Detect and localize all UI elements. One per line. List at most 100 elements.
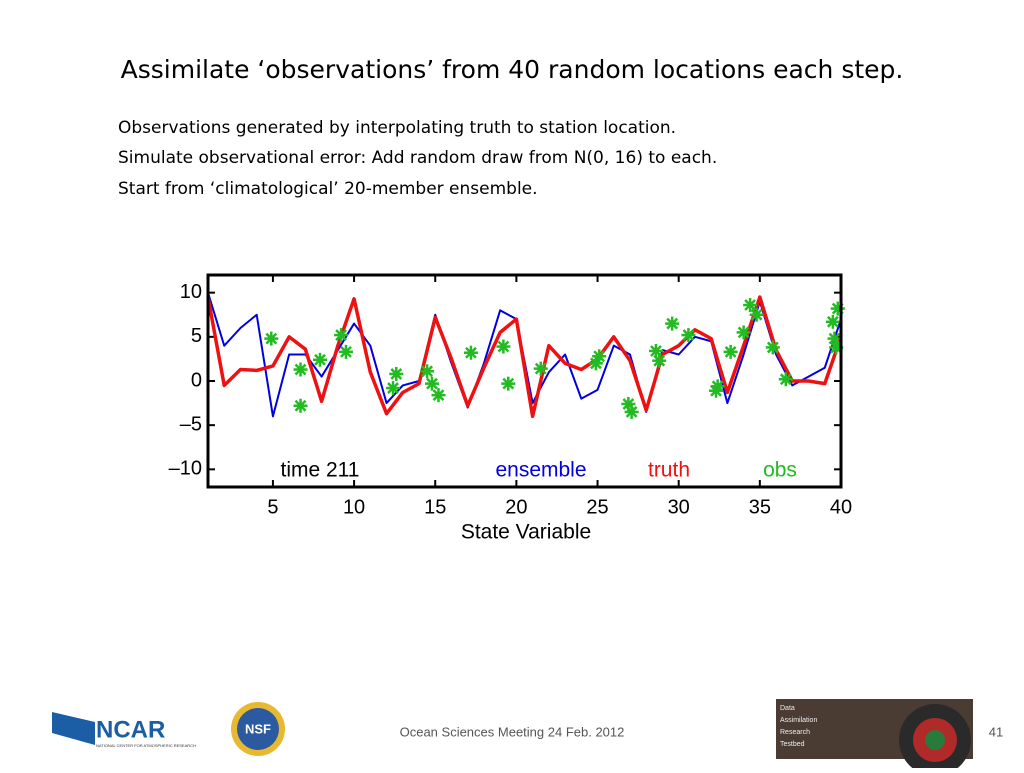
obs-marker bbox=[293, 398, 308, 413]
asterisk-stroke bbox=[737, 326, 750, 339]
asterisk-stroke bbox=[766, 341, 779, 354]
x-axis-label: State Variable bbox=[461, 521, 591, 544]
asterisk-stroke bbox=[593, 350, 606, 363]
bullet: Simulate observational error: Add random… bbox=[118, 148, 717, 168]
asterisk-stroke bbox=[625, 406, 638, 418]
asterisk-stroke bbox=[711, 380, 724, 393]
asterisk-stroke bbox=[294, 363, 307, 376]
x-tick-label: 5 bbox=[267, 496, 278, 518]
asterisk-stroke bbox=[779, 373, 792, 386]
obs-marker bbox=[827, 331, 842, 346]
dart-text: Assimilation bbox=[780, 717, 817, 724]
x-tick-label: 15 bbox=[424, 496, 446, 518]
obs-marker bbox=[431, 388, 446, 403]
x-tick-label: 20 bbox=[505, 496, 527, 518]
bullet: Observations generated by interpolating … bbox=[118, 118, 676, 138]
asterisk-stroke bbox=[335, 329, 347, 341]
x-tick-label: 35 bbox=[749, 496, 771, 518]
asterisk-stroke bbox=[827, 315, 839, 328]
obs-marker bbox=[463, 345, 478, 360]
page-number: 41 bbox=[989, 724, 1003, 739]
nsf-text: NSF bbox=[245, 721, 271, 736]
obs-marker bbox=[338, 344, 353, 359]
y-tick-label: –10 bbox=[169, 458, 202, 480]
dart-text: Data bbox=[780, 705, 795, 712]
asterisk-stroke bbox=[828, 332, 841, 345]
asterisk-stroke bbox=[653, 354, 666, 367]
legend-label: obs bbox=[763, 459, 797, 482]
obs-marker bbox=[665, 316, 680, 331]
y-tick-label: –5 bbox=[180, 413, 202, 435]
annotation: time 211 bbox=[281, 459, 360, 482]
obs-marker bbox=[496, 339, 511, 354]
bullet: Start from ‘climatological’ 20-member en… bbox=[118, 179, 538, 199]
asterisk-stroke bbox=[650, 345, 662, 357]
series-line bbox=[206, 295, 843, 419]
obs-marker bbox=[778, 372, 793, 387]
ncar-text: NCAR bbox=[96, 716, 165, 743]
asterisk-stroke bbox=[622, 398, 635, 410]
series-line bbox=[207, 292, 842, 418]
obs-marker bbox=[710, 379, 725, 394]
slide-title: Assimilate ‘observations’ from 40 random… bbox=[121, 55, 904, 84]
asterisk-stroke bbox=[265, 332, 278, 345]
obs-marker bbox=[293, 362, 308, 377]
ncar-logo: NCAR NATIONAL CENTER FOR ATMOSPHERIC RES… bbox=[52, 712, 196, 748]
plot-frame bbox=[206, 273, 843, 489]
obs-marker bbox=[420, 364, 435, 379]
x-tick-label: 10 bbox=[343, 496, 365, 518]
ncar-subtitle: NATIONAL CENTER FOR ATMOSPHERIC RESEARCH bbox=[96, 743, 196, 748]
asterisk-stroke bbox=[724, 345, 737, 358]
obs-marker bbox=[743, 298, 758, 313]
y-tick-label: 10 bbox=[180, 281, 202, 303]
obs-marker bbox=[648, 343, 663, 358]
asterisk-stroke bbox=[666, 317, 679, 330]
x-tick-label: 30 bbox=[668, 496, 690, 518]
asterisk-stroke bbox=[744, 299, 756, 311]
asterisk-stroke bbox=[497, 340, 510, 353]
asterisk-stroke bbox=[426, 377, 438, 390]
asterisk-stroke bbox=[534, 362, 547, 375]
obs-marker bbox=[533, 361, 548, 376]
asterisk-stroke bbox=[314, 353, 326, 366]
obs-marker bbox=[264, 331, 279, 346]
obs-marker bbox=[825, 314, 840, 329]
obs-marker bbox=[389, 366, 404, 381]
footer: Ocean Sciences Meeting 24 Feb. 2012 bbox=[400, 724, 625, 739]
obs-marker bbox=[312, 352, 327, 367]
obs-marker bbox=[334, 328, 349, 343]
obs-marker bbox=[765, 340, 780, 355]
obs-marker bbox=[624, 404, 639, 419]
obs-marker bbox=[681, 328, 696, 343]
asterisk-stroke bbox=[682, 329, 695, 341]
obs-marker bbox=[424, 376, 439, 391]
obs-marker bbox=[736, 325, 751, 340]
dart-text: Testbed bbox=[780, 741, 805, 748]
obs-marker bbox=[723, 344, 738, 359]
obs-marker bbox=[592, 349, 607, 364]
dart-text: Research bbox=[780, 729, 810, 736]
x-tick-label: 25 bbox=[586, 496, 608, 518]
asterisk-stroke bbox=[340, 345, 352, 358]
asterisk-stroke bbox=[502, 377, 515, 390]
asterisk-stroke bbox=[465, 346, 477, 359]
asterisk-stroke bbox=[830, 341, 843, 354]
dart-logo: Data Assimilation Research Testbed bbox=[776, 699, 973, 773]
asterisk-stroke bbox=[390, 368, 403, 380]
x-tick-label: 40 bbox=[830, 496, 852, 518]
asterisk-stroke bbox=[294, 399, 307, 412]
obs-marker bbox=[830, 301, 845, 316]
asterisk-stroke bbox=[421, 365, 433, 378]
nsf-logo: NSF bbox=[231, 702, 285, 756]
obs-marker bbox=[501, 376, 516, 391]
obs-marker bbox=[749, 307, 764, 322]
asterisk-stroke bbox=[432, 389, 445, 402]
obs-marker bbox=[386, 381, 401, 396]
y-tick-label: 0 bbox=[191, 369, 202, 391]
asterisk-stroke bbox=[750, 308, 763, 321]
asterisk-stroke bbox=[387, 382, 399, 394]
legend-label: truth bbox=[648, 459, 690, 482]
obs-marker bbox=[652, 353, 667, 368]
y-tick-label: 5 bbox=[191, 325, 202, 347]
